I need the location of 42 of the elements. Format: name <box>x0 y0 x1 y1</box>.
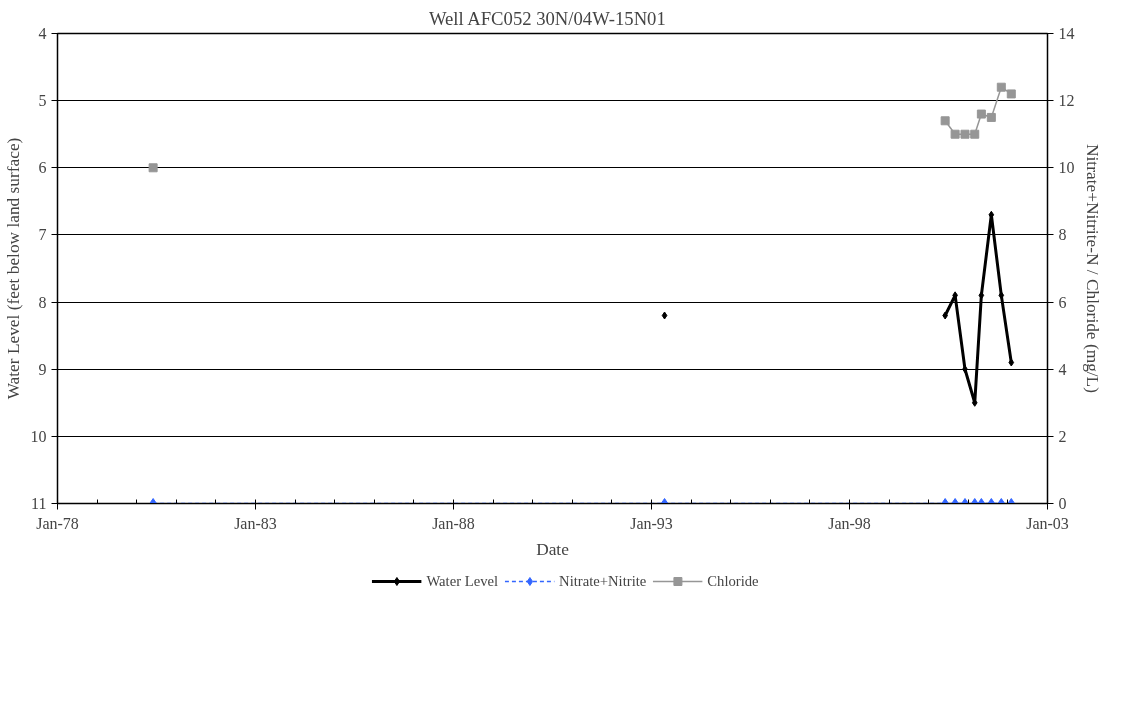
point <box>976 109 986 119</box>
y2-tick-label: 4 <box>1058 360 1067 378</box>
y2-axis-title: Nitrate+Nitrite-N / Chloride (mg/L) <box>1082 144 1102 394</box>
point <box>950 129 960 139</box>
x-axis-title: Date <box>536 539 570 559</box>
x-tick-label: Jan-88 <box>432 514 475 532</box>
y2-tick-label: 14 <box>1058 25 1075 42</box>
x-tick-label: Jan-98 <box>828 514 871 532</box>
point <box>1006 89 1016 99</box>
y-tick-label: 7 <box>38 226 47 244</box>
y-tick-label: 5 <box>38 92 47 110</box>
point <box>148 163 158 173</box>
y-tick-label: 11 <box>31 495 47 512</box>
point <box>978 291 985 300</box>
chart-title: Well AFC052 30N/04W-15N01 <box>428 7 666 29</box>
y-tick-label: 8 <box>38 293 47 311</box>
point <box>970 129 980 139</box>
point <box>960 129 970 139</box>
point <box>996 82 1006 92</box>
x-tick-label: Jan-03 <box>1026 514 1069 532</box>
y2-tick-label: 12 <box>1058 92 1075 110</box>
y-axis-title: Water Level (feet below land surface) <box>3 137 23 400</box>
point <box>1008 358 1015 367</box>
y-tick-label: 4 <box>38 25 47 42</box>
y-tick-label: 6 <box>38 159 47 177</box>
point <box>661 311 668 320</box>
x-tick-label: Jan-83 <box>234 514 277 532</box>
y2-tick-label: 8 <box>1058 226 1067 244</box>
y2-tick-label: 6 <box>1058 293 1067 311</box>
x-tick-label: Jan-78 <box>36 514 79 532</box>
y-tick-label: 9 <box>38 360 47 378</box>
x-tick-label: Jan-93 <box>630 514 673 532</box>
legend-label: Water Level <box>426 572 499 590</box>
y-tick-label: 10 <box>30 427 47 445</box>
point <box>986 112 996 122</box>
legend-label: Chloride <box>707 572 759 590</box>
y2-tick-label: 0 <box>1058 495 1067 512</box>
legend-label: Nitrate+Nitrite <box>559 572 647 590</box>
point <box>998 291 1005 300</box>
point <box>940 116 950 126</box>
y2-tick-label: 2 <box>1058 427 1067 445</box>
y2-tick-label: 10 <box>1058 159 1075 177</box>
